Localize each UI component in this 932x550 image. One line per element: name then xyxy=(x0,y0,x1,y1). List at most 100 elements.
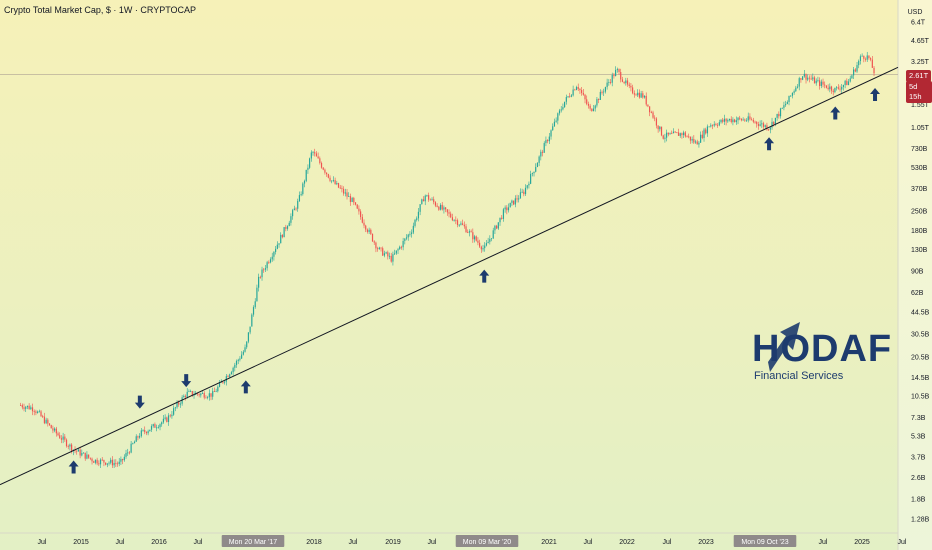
candle-body xyxy=(65,439,68,447)
candle-body xyxy=(679,133,681,136)
candle-body xyxy=(232,367,234,373)
candle-body xyxy=(485,243,488,246)
brand-logo: HODAF Financial Services xyxy=(752,330,892,382)
candle-body xyxy=(671,133,673,135)
candle-body xyxy=(747,116,749,121)
candle-body xyxy=(441,204,443,210)
candle-body xyxy=(229,374,231,377)
candle-body xyxy=(785,104,787,106)
candle-body xyxy=(565,97,567,102)
candle-body xyxy=(235,360,238,365)
candle-body xyxy=(623,81,625,84)
candle-body xyxy=(553,121,556,127)
candle-body xyxy=(793,91,795,93)
x-tick-label: 2018 xyxy=(306,539,322,546)
candle-body xyxy=(91,458,93,462)
candle-body xyxy=(798,78,800,87)
candle-body xyxy=(677,132,680,136)
candle-body xyxy=(776,113,778,118)
candle-body xyxy=(361,217,363,223)
y-tick-label: 62B xyxy=(911,290,924,297)
candle-body xyxy=(810,78,812,80)
candle-body xyxy=(701,134,703,138)
candle-body xyxy=(516,198,518,200)
arrow-icon xyxy=(134,395,145,409)
candle-body xyxy=(387,252,389,257)
candle-body xyxy=(293,208,295,211)
candle-body xyxy=(526,185,528,188)
candle-body xyxy=(819,80,821,86)
candle-body xyxy=(863,55,865,59)
candle-body xyxy=(594,105,596,109)
candle-body xyxy=(790,95,792,97)
candle-body xyxy=(587,103,590,106)
candle-body xyxy=(643,95,646,98)
candle-body xyxy=(604,87,607,92)
candle-body xyxy=(484,245,486,249)
candle-body xyxy=(820,81,822,86)
candle-body xyxy=(312,152,314,153)
candle-body xyxy=(237,359,239,361)
candle-body xyxy=(645,95,647,105)
candle-body xyxy=(754,121,756,123)
candle-body xyxy=(691,139,693,141)
x-tick-label: Jul xyxy=(584,539,593,546)
candle-body xyxy=(130,443,132,453)
candle-body xyxy=(599,91,601,100)
candle-body xyxy=(412,225,414,233)
candle-body xyxy=(417,211,420,219)
candle-body xyxy=(541,151,544,153)
candle-body xyxy=(710,125,712,127)
candle-body xyxy=(684,132,686,137)
candle-body xyxy=(388,255,391,257)
candle-body xyxy=(759,124,761,126)
candle-body xyxy=(543,143,545,153)
candle-body xyxy=(640,93,642,98)
candle-body xyxy=(817,80,819,82)
candle-body xyxy=(326,172,328,175)
candle-body xyxy=(596,99,598,106)
candle-body xyxy=(302,183,304,195)
candle-body xyxy=(841,86,843,90)
candle-body xyxy=(669,133,671,135)
candle-body xyxy=(297,201,299,209)
y-tick-label: 180B xyxy=(911,228,928,235)
candle-body xyxy=(139,436,141,438)
candle-body xyxy=(411,232,413,234)
candle-body xyxy=(314,152,316,154)
candle-body xyxy=(392,254,394,262)
candle-body xyxy=(827,87,829,90)
candle-body xyxy=(864,58,867,60)
candle-body xyxy=(694,141,697,143)
candle-body xyxy=(395,250,397,254)
x-tick-label: 2021 xyxy=(541,539,557,546)
candle-body xyxy=(715,124,717,125)
candle-body xyxy=(637,92,639,96)
candle-body xyxy=(662,135,664,139)
candle-body xyxy=(110,459,112,463)
candle-body xyxy=(327,174,329,178)
candle-body xyxy=(132,443,134,445)
candle-body xyxy=(873,67,875,74)
candle-body xyxy=(377,248,379,250)
candle-body xyxy=(519,192,522,199)
candle-body xyxy=(536,162,539,168)
candle-body xyxy=(659,126,661,130)
candle-body xyxy=(400,246,403,248)
candle-body xyxy=(633,93,635,95)
y-tick-label: 1.05T xyxy=(911,125,930,132)
candle-body xyxy=(507,207,510,211)
candle-body xyxy=(366,229,369,232)
candle-body xyxy=(616,69,618,71)
candle-body xyxy=(620,72,622,80)
brand-subtitle: Financial Services xyxy=(754,370,844,382)
candle-body xyxy=(608,82,610,83)
candle-body xyxy=(261,269,263,278)
candle-body xyxy=(859,56,862,61)
candle-body xyxy=(842,85,845,87)
candle-body xyxy=(375,242,377,249)
candle-body xyxy=(800,78,802,80)
candle-body xyxy=(286,226,289,229)
candle-body xyxy=(234,364,236,368)
